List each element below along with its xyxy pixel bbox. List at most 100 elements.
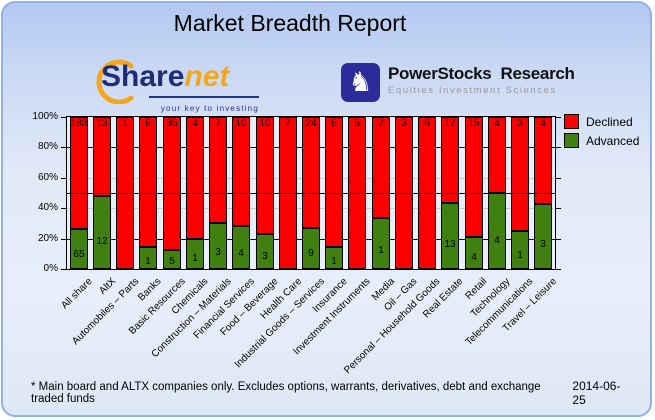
bar-Food – Beverage: 10 3 — [256, 117, 274, 269]
legend-advanced-swatch — [564, 133, 579, 148]
declined-value-label: 183 — [70, 118, 88, 129]
declined-segment — [465, 117, 483, 237]
legend: Declined Advanced — [564, 114, 639, 152]
powerstocks-logo: ♞ PowerStocks Research Equities Investmen… — [341, 63, 575, 107]
y-tick-left — [61, 178, 66, 179]
declined-value-label: 7 — [215, 118, 221, 129]
declined-value-label: 10 — [259, 118, 271, 129]
footer-date: 2014-06-25 — [572, 379, 621, 407]
declined-value-label: 13 — [96, 118, 108, 129]
declined-value-label: 5 — [354, 118, 360, 129]
bar-All share: 183 65 — [70, 117, 88, 269]
y-axis-label-0%: 0% — [43, 263, 58, 274]
declined-value-label: 4 — [192, 118, 198, 129]
advanced-segment — [186, 239, 204, 269]
x-axis-label-All share: All share — [59, 276, 95, 312]
y-axis-label-80%: 80% — [37, 141, 58, 152]
advanced-value-label: 3 — [540, 239, 546, 250]
declined-value-label: 24 — [305, 118, 317, 129]
advanced-value-label: 12 — [96, 236, 108, 247]
advanced-value-label: 5 — [169, 256, 175, 267]
legend-row-declined: Declined — [564, 114, 639, 129]
bar-Financial Services: 10 4 — [232, 117, 250, 269]
declined-segment — [70, 117, 88, 229]
declined-value-label: 4 — [540, 118, 546, 129]
declined-value-label: 10 — [235, 118, 247, 129]
declined-segment — [488, 117, 506, 193]
advanced-value-label: 1 — [192, 253, 198, 264]
advanced-segment — [163, 250, 181, 269]
fifty-percent-reference-line — [67, 193, 555, 194]
y-tick-left — [61, 117, 66, 118]
page-title: Market Breadth Report — [173, 10, 407, 36]
sharenet-tagline: your key to investing — [160, 104, 259, 113]
declined-segment — [256, 117, 274, 234]
y-tick-right — [556, 239, 561, 240]
plot-area: 183 65 13 12 1 6 1 35 5 4 1 7 3 10 4 10 3 7 24 9 6 1 5 2 1 3 6 17 13… — [66, 116, 556, 270]
legend-advanced-label: Advanced — [586, 133, 640, 148]
advanced-segment — [302, 228, 320, 269]
knight-chess-icon: ♞ — [341, 63, 380, 102]
advanced-value-label: 1 — [145, 256, 151, 267]
advanced-segment — [209, 223, 227, 269]
advanced-value-label: 4 — [471, 252, 477, 263]
sharenet-wordmark: Sharenet — [101, 60, 229, 94]
powerstocks-text: PowerStocks Research Equities Investment … — [388, 64, 575, 96]
declined-value-label: 15 — [468, 118, 480, 129]
y-tick-left — [61, 208, 66, 209]
declined-segment — [232, 117, 250, 226]
bar-Industrial Goods – Services: 24 9 — [302, 117, 320, 269]
advanced-value-label: 3 — [262, 251, 268, 262]
y-axis-label-60%: 60% — [37, 172, 58, 183]
y-axis-label-20%: 20% — [37, 233, 58, 244]
advanced-segment — [511, 231, 529, 269]
y-tick-right — [556, 117, 561, 118]
declined-value-label: 7 — [285, 118, 291, 129]
sharenet-tagline-rule: your key to investing — [149, 96, 259, 116]
advanced-segment — [256, 234, 274, 269]
declined-segment — [302, 117, 320, 228]
bar-AltX: 13 12 — [93, 117, 111, 269]
declined-value-label: 1 — [122, 118, 128, 129]
declined-segment — [163, 117, 181, 250]
y-tick-left — [61, 239, 66, 240]
y-tick-right — [556, 208, 561, 209]
y-tick-right — [556, 269, 561, 270]
bar-Real Estate: 17 13 — [441, 117, 459, 269]
sharenet-arc-icon — [96, 59, 134, 104]
advanced-segment — [232, 226, 250, 269]
sharenet-word-net: net — [184, 60, 230, 93]
legend-row-advanced: Advanced — [564, 133, 639, 148]
advanced-value-label: 4 — [494, 235, 500, 246]
advanced-segment — [534, 204, 552, 269]
advanced-value-label: 4 — [238, 248, 244, 259]
declined-segment — [372, 117, 390, 218]
declined-segment — [325, 117, 343, 247]
declined-value-label: 2 — [378, 118, 384, 129]
declined-value-label: 6 — [145, 118, 151, 129]
declined-segment — [209, 117, 227, 223]
powerstocks-wordmark: PowerStocks Research — [388, 64, 575, 84]
advanced-segment — [488, 193, 506, 269]
advanced-segment — [70, 229, 88, 269]
legend-declined-label: Declined — [586, 114, 633, 129]
advanced-value-label: 13 — [444, 239, 456, 250]
declined-value-label: 6 — [331, 118, 337, 129]
advanced-value-label: 1 — [378, 245, 384, 256]
powerstocks-word1: PowerStocks — [388, 64, 492, 83]
bar-Basic Resources: 35 5 — [163, 117, 181, 269]
powerstocks-word2: Research — [500, 64, 575, 83]
y-tick-right — [556, 147, 561, 148]
declined-value-label: 17 — [444, 118, 456, 129]
sharenet-word-share: Share — [101, 60, 185, 93]
advanced-segment — [372, 218, 390, 269]
y-axis-label-40%: 40% — [37, 202, 58, 213]
y-tick-right — [556, 178, 561, 179]
bar-Retail: 15 4 — [465, 117, 483, 269]
